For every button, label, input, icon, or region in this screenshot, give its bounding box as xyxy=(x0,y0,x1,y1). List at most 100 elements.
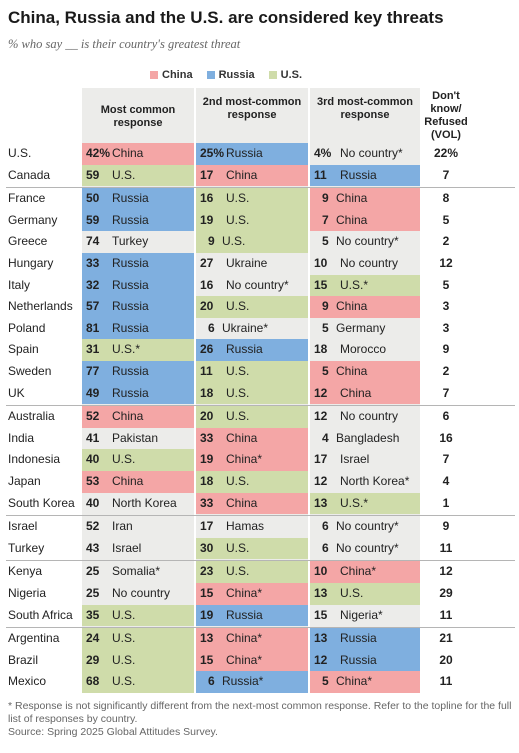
cell-argentina-first: 24 U.S. xyxy=(82,628,194,650)
cell-value: 17 xyxy=(314,452,328,467)
cell-label: Russia xyxy=(112,191,149,206)
cell-france-third: 9 China xyxy=(310,188,420,210)
cell-france-first: 50 Russia xyxy=(82,188,194,210)
cell-value: 12 xyxy=(314,474,328,488)
cell-label: No country* xyxy=(336,540,399,555)
cell-label: U.S. xyxy=(112,631,136,646)
cell-value: 19 xyxy=(200,212,214,227)
cell-value: 20 xyxy=(200,409,214,424)
cell-label: China xyxy=(112,146,144,160)
country-netherlands: Netherlands xyxy=(8,299,73,314)
cell-label: Turkey xyxy=(112,234,149,249)
dk-south-africa: 11 xyxy=(439,607,453,622)
cell-label: China xyxy=(336,364,368,378)
dk-brazil: 20 xyxy=(439,652,453,667)
cell-hungary-third: 10 No country xyxy=(310,253,420,275)
cell-value: 25% xyxy=(200,146,225,160)
cell-value: 6 xyxy=(208,320,215,335)
cell-value: 15 xyxy=(314,277,328,292)
cell-value: 13 xyxy=(314,586,328,600)
dk-uk: 7 xyxy=(442,385,450,400)
cell-label: China xyxy=(336,299,368,314)
footnote: * Response is not significantly differen… xyxy=(8,700,513,739)
cell-label: Russia xyxy=(340,631,377,646)
group-separator xyxy=(6,626,515,628)
dk-canada: 7 xyxy=(442,167,450,182)
cell-label: Somalia* xyxy=(112,564,161,579)
cell-spain-second: 26 Russia xyxy=(196,339,308,361)
cell-label: No country xyxy=(340,256,399,270)
legend-item-russia: Russia xyxy=(206,69,255,81)
cell-label: Russia xyxy=(112,385,149,400)
cell-canada-first: 59 U.S. xyxy=(82,164,194,187)
cell-japan-third: 12 North Korea* xyxy=(310,471,420,493)
cell-south-africa-first: 35 U.S. xyxy=(82,604,194,627)
cell-spain-third: 18 Morocco xyxy=(310,339,420,361)
cell-label: China* xyxy=(226,452,263,467)
cell-value: 5 xyxy=(322,674,329,689)
cell-label: China xyxy=(340,385,372,400)
cell-label: U.S. xyxy=(112,674,136,689)
cell-italy-first: 32 Russia xyxy=(82,274,194,297)
cell-label: Ukraine* xyxy=(222,320,269,335)
header-most-common: Most common response xyxy=(100,104,176,129)
cell-label: Russia xyxy=(226,607,263,622)
cell-label: Russia xyxy=(112,212,149,227)
cell-value: 74 xyxy=(86,234,100,249)
cell-turkey-third: 6 No country* xyxy=(310,538,420,560)
cell-value: 19 xyxy=(200,452,214,467)
cell-australia-first: 52 China xyxy=(82,406,194,428)
cell-label: U.S. xyxy=(112,452,136,467)
cell-value: 68 xyxy=(86,674,100,689)
cell-label: China xyxy=(336,212,368,227)
country-turkey: Turkey xyxy=(8,540,45,555)
header-dont-know: Don't know/ Refused (VOL) xyxy=(424,90,468,141)
group-separator xyxy=(6,404,515,406)
cell-value: 15 xyxy=(200,652,214,667)
cell-mexico-third: 5 China* xyxy=(310,671,420,693)
dk-argentina: 21 xyxy=(439,631,453,646)
cell-label: China xyxy=(112,474,144,488)
cell-mexico-second: 6 Russia* xyxy=(196,671,308,693)
cell-label: Russia xyxy=(340,167,377,182)
cell-value: 9 xyxy=(322,299,329,314)
cell-label: Israel xyxy=(112,540,142,555)
cell-label: China xyxy=(226,495,258,510)
legend-label-china: China xyxy=(162,69,193,81)
cell-poland-second: 6 Ukraine* xyxy=(196,318,308,340)
cell-indonesia-first: 40 U.S. xyxy=(82,449,194,471)
cell-label: Germany xyxy=(336,320,386,335)
cell-label: No country xyxy=(112,586,171,600)
cell-label: No country* xyxy=(340,146,403,160)
country-uk: UK xyxy=(8,385,25,400)
cell-value: 9 xyxy=(322,191,329,206)
cell-value: 24 xyxy=(86,631,100,646)
dk-japan: 4 xyxy=(442,474,450,488)
cell-value: 26 xyxy=(200,342,214,357)
cell-value: 30 xyxy=(200,540,214,555)
cell-label: China xyxy=(336,191,368,206)
cell-label: U.S. xyxy=(340,586,364,600)
header-third-most-common: 3rd most-common response xyxy=(317,96,413,121)
cell-label: Ukraine xyxy=(226,256,268,270)
country-kenya: Kenya xyxy=(8,564,43,579)
cell-south-korea-second: 33 China xyxy=(196,492,308,515)
cell-value: 29 xyxy=(86,652,100,667)
cell-nigeria-second: 15 China* xyxy=(196,583,308,605)
dk-u-s: 22% xyxy=(433,146,459,160)
cell-italy-second: 16 No country* xyxy=(196,275,308,297)
cell-label: Morocco xyxy=(340,342,387,357)
cell-label: Pakistan xyxy=(112,430,159,445)
cell-value: 6 xyxy=(208,674,215,689)
cell-brazil-third: 12 Russia xyxy=(310,649,420,672)
footnote-note: * Response is not significantly differen… xyxy=(8,700,512,725)
cell-sweden-first: 77 Russia xyxy=(82,361,194,383)
cell-value: 13 xyxy=(200,631,214,646)
dk-poland: 3 xyxy=(442,320,450,335)
cell-label: Russia xyxy=(226,342,263,357)
cell-label: Bangladesh xyxy=(336,430,400,445)
cell-label: China* xyxy=(226,631,263,646)
cell-value: 59 xyxy=(86,212,100,227)
country-germany: Germany xyxy=(8,212,58,227)
country-sweden: Sweden xyxy=(8,364,52,378)
